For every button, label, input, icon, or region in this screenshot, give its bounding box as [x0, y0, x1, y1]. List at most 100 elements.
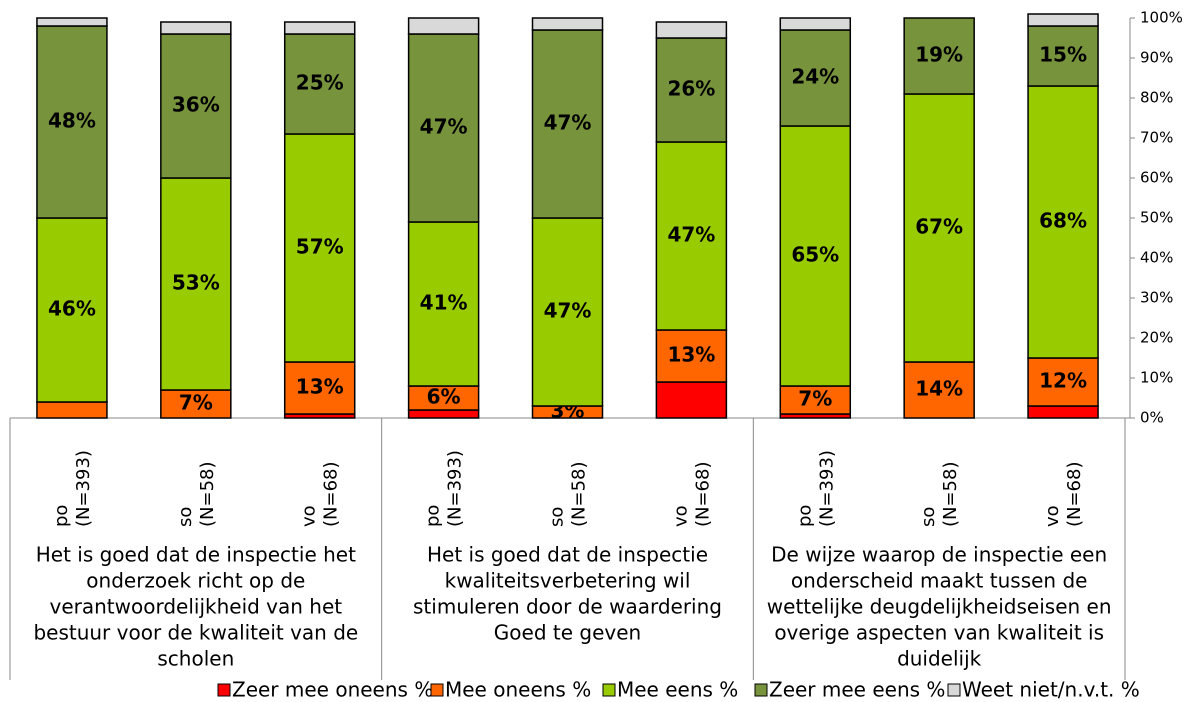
bar-segment — [36, 25, 108, 219]
x-tick-label: (N=58) — [197, 462, 218, 528]
data-label: 36% — [172, 93, 220, 117]
bar-segment — [779, 385, 852, 415]
group-label: duidelijk — [897, 647, 982, 671]
bar-segment — [779, 125, 852, 387]
bar-segment — [1027, 85, 1099, 359]
x-tick-label: (N=58) — [569, 462, 590, 528]
group-label: scholen — [157, 647, 234, 671]
group-label: bestuur voor de kwaliteit van de — [33, 621, 358, 645]
group-label: wettelijke deugdelijkheidseisen en — [767, 595, 1112, 619]
bar-segment — [779, 29, 852, 127]
group-label: Goed te geven — [494, 621, 641, 645]
data-label: 65% — [791, 243, 839, 267]
bar-segment — [160, 21, 232, 35]
data-label: 47% — [420, 115, 468, 139]
data-label: 68% — [1039, 209, 1087, 233]
data-label: 24% — [791, 65, 839, 89]
bar-segment — [655, 21, 728, 39]
data-label: 7% — [179, 391, 213, 415]
bar-segment — [531, 29, 604, 219]
y-tick-label: 20% — [1140, 329, 1173, 347]
y-tick-label: 50% — [1140, 209, 1173, 227]
y-tick-label: 60% — [1140, 169, 1173, 187]
bar-segment — [283, 133, 356, 363]
group-label: onderscheid maakt tussen de — [791, 569, 1088, 593]
data-label: 15% — [1039, 43, 1087, 67]
bar-segment — [407, 385, 480, 411]
x-tick-label: vo — [1042, 505, 1063, 527]
data-label: 14% — [915, 377, 963, 401]
bar-segment — [407, 409, 480, 419]
bar-segment — [283, 33, 356, 135]
x-tick-label: so — [547, 507, 568, 527]
data-label: 13% — [296, 375, 344, 399]
bar-segment — [407, 221, 480, 387]
x-tick-label: (N=68) — [692, 462, 713, 528]
bar-segment — [160, 33, 232, 179]
x-tick-label: (N=393) — [445, 450, 466, 527]
bar-segment — [283, 361, 356, 415]
data-label: 25% — [296, 71, 344, 95]
x-tick-label: so — [918, 507, 939, 527]
x-tick-label: (N=68) — [321, 462, 342, 528]
x-tick-label: (N=58) — [940, 462, 961, 528]
x-tick-label: po — [794, 505, 815, 527]
data-label: 47% — [667, 223, 715, 247]
group-label: De wijze waarop de inspectie een — [771, 543, 1107, 567]
bar-segment — [1027, 25, 1099, 87]
bar-segment — [903, 93, 975, 363]
y-tick-label: 0% — [1140, 409, 1164, 427]
bar-segment — [283, 21, 356, 35]
legend-swatch — [754, 683, 768, 697]
data-label: 47% — [544, 299, 592, 323]
legend-swatch — [947, 683, 961, 697]
group-label: Het is goed dat de inspectie — [427, 543, 708, 567]
legend-swatch — [602, 683, 616, 697]
data-label: 57% — [296, 235, 344, 259]
legend-label: Zeer mee oneens % — [232, 678, 433, 702]
bar-segment — [1027, 357, 1099, 407]
bar-segment — [531, 217, 604, 407]
bar-segment — [407, 17, 480, 35]
group-label: verantwoordelijkheid van het — [50, 595, 343, 619]
group-label: overige aspecten van kwaliteit is — [774, 621, 1104, 645]
data-label: 12% — [1039, 369, 1087, 393]
data-label: 13% — [667, 343, 715, 367]
data-label: 26% — [667, 77, 715, 101]
bar-segment — [36, 17, 108, 27]
y-tick-label: 80% — [1140, 89, 1173, 107]
data-label: 19% — [915, 43, 963, 67]
y-tick-label: 30% — [1140, 289, 1173, 307]
bar-segment — [1027, 13, 1099, 27]
legend-label: Mee oneens % — [445, 678, 591, 702]
bar-segment — [903, 17, 975, 95]
x-tick-label: (N=393) — [816, 450, 837, 527]
bar-segment — [655, 141, 728, 331]
bar-segment — [1027, 405, 1099, 419]
x-tick-label: vo — [670, 505, 691, 527]
bar-segment — [407, 33, 480, 223]
data-label: 46% — [48, 297, 96, 321]
bar-segment — [160, 177, 232, 391]
data-label: 7% — [798, 387, 832, 411]
group-label: stimuleren door de waardering — [413, 595, 722, 619]
y-tick-label: 90% — [1140, 49, 1173, 67]
data-label: 53% — [172, 271, 220, 295]
x-tick-label: (N=68) — [1064, 462, 1085, 528]
x-tick-label: po — [423, 505, 444, 527]
bar-segment — [903, 361, 975, 419]
group-label: onderzoek richt op de — [86, 569, 305, 593]
data-label: 48% — [48, 109, 96, 133]
x-tick-label: vo — [299, 505, 320, 527]
bar-segment — [36, 217, 108, 403]
data-label: 67% — [915, 215, 963, 239]
data-label: 47% — [544, 111, 592, 135]
bar-segment — [531, 17, 604, 31]
x-tick-label: so — [175, 507, 196, 527]
y-tick-label: 100% — [1140, 9, 1183, 27]
legend-label: Weet niet/n.v.t. % — [962, 678, 1140, 702]
group-label: kwaliteitsverbetering wil — [445, 569, 691, 593]
legend-swatch — [217, 683, 231, 697]
data-label: 41% — [420, 291, 468, 315]
